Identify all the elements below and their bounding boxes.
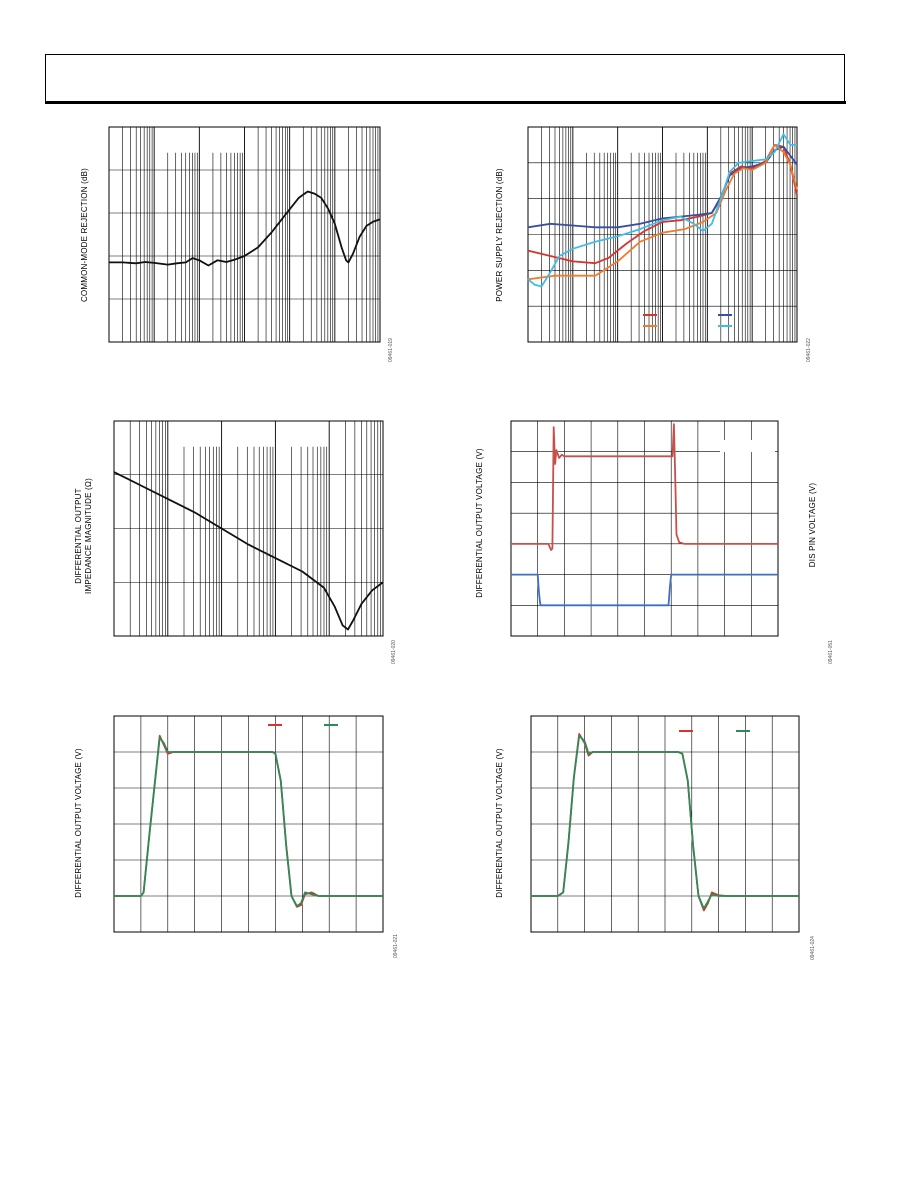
pulse1-series-1-line xyxy=(114,736,383,907)
cmrr-series-0-line xyxy=(109,190,381,267)
header-rule xyxy=(45,101,846,104)
zout-series-0-line xyxy=(113,471,384,631)
psrr-series-2-line xyxy=(527,144,798,281)
psrr-series-3-line xyxy=(527,133,797,288)
dis-legend-area xyxy=(720,440,775,452)
dis-series-0-line xyxy=(511,423,778,551)
dis-series-1-line xyxy=(511,573,778,607)
pulse2-series-1-line xyxy=(531,734,799,910)
